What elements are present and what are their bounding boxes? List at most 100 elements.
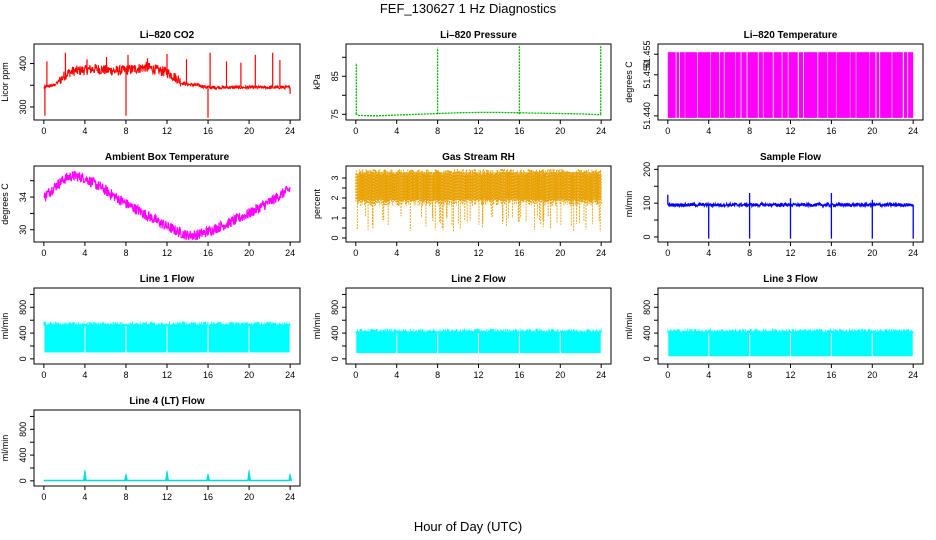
series-line3-band xyxy=(872,331,913,357)
y-tick-label: 51.455 xyxy=(642,41,652,69)
series-temperature-band xyxy=(880,52,892,118)
series-temperature-band xyxy=(876,52,880,118)
series-rh-line xyxy=(355,169,602,232)
panel-title: Sample Flow xyxy=(760,152,821,163)
x-tick-label: 4 xyxy=(394,126,399,136)
x-tick-label: 16 xyxy=(203,248,213,258)
series-line2-band xyxy=(438,331,478,354)
y-tick-label: 3 xyxy=(330,175,340,180)
series-line1-band xyxy=(85,324,126,353)
y-tick-label: 400 xyxy=(330,326,340,341)
series-temperature-band xyxy=(892,52,903,118)
x-tick-label: 8 xyxy=(123,126,128,136)
x-tick-label: 0 xyxy=(353,370,358,380)
series-temperature-band xyxy=(773,52,782,118)
series-line4-spike xyxy=(165,470,169,481)
y-tick-label: 30 xyxy=(18,225,28,235)
series-line2-band xyxy=(479,331,519,354)
series-temperature-band xyxy=(747,52,758,118)
y-axis-label: ml/min xyxy=(624,313,634,340)
series-line2-band xyxy=(560,331,601,354)
y-axis-label: ml/min xyxy=(0,435,10,462)
y-axis-label: degrees C xyxy=(0,183,10,225)
x-tick-label: 16 xyxy=(826,370,836,380)
series-line3-band xyxy=(791,331,831,357)
series-line3-edge xyxy=(667,328,914,334)
x-tick-label: 4 xyxy=(82,370,87,380)
x-tick-label: 0 xyxy=(41,492,46,502)
panel-title: Li–820 Temperature xyxy=(744,30,838,41)
plot-frame xyxy=(345,43,612,121)
x-tick-label: 8 xyxy=(747,370,752,380)
y-axis-label: degrees C xyxy=(624,61,634,103)
series-line4-spike xyxy=(288,473,293,481)
series-pressure-spikes xyxy=(355,45,602,115)
x-tick-label: 0 xyxy=(41,370,46,380)
y-tick-label: 51.450 xyxy=(642,61,652,89)
series-line1-band xyxy=(44,324,85,353)
series-temperature-band xyxy=(758,52,763,118)
series-temperature-band xyxy=(869,52,876,118)
series-line3-band xyxy=(750,331,790,357)
x-tick-label: 20 xyxy=(555,370,565,380)
x-tick-label: 20 xyxy=(555,126,565,136)
y-tick-label: 0 xyxy=(642,234,652,239)
series-temperature-band xyxy=(827,52,837,118)
x-tick-label: 4 xyxy=(82,248,87,258)
x-tick-label: 24 xyxy=(908,248,918,258)
panel-temperature: Li–820 Temperature degrees C 0 4 8 12 16 20 24 51… xyxy=(624,30,924,136)
series-line4-spike xyxy=(247,469,252,481)
series-line1-band xyxy=(249,324,290,353)
x-tick-label: 8 xyxy=(435,248,440,258)
x-tick-label: 0 xyxy=(41,126,46,136)
series-temperature-band xyxy=(735,52,741,118)
y-tick-label: 2 xyxy=(330,195,340,200)
x-tick-label: 20 xyxy=(244,248,254,258)
figure-x-label: Hour of Day (UTC) xyxy=(414,519,522,534)
x-tick-label: 12 xyxy=(162,248,172,258)
x-tick-label: 12 xyxy=(162,126,172,136)
x-tick-label: 4 xyxy=(706,126,711,136)
series-line1-edge xyxy=(43,321,291,326)
x-tick-label: 8 xyxy=(123,492,128,502)
x-tick-label: 12 xyxy=(473,126,483,136)
x-tick-label: 24 xyxy=(285,492,295,502)
series-temperature-band xyxy=(850,52,856,118)
y-axis-label: Licor ppm xyxy=(0,62,10,102)
x-tick-label: 20 xyxy=(244,492,254,502)
x-tick-label: 24 xyxy=(285,370,295,380)
series-temperature-band xyxy=(741,52,747,118)
series-boxtemp-line xyxy=(43,170,291,241)
series-pressure-line xyxy=(355,111,602,117)
x-tick-label: 24 xyxy=(908,126,918,136)
series-sampleflow-spikes xyxy=(667,193,914,239)
y-tick-label: 800 xyxy=(642,300,652,315)
series-temperature-band xyxy=(710,52,720,118)
x-tick-label: 4 xyxy=(394,248,399,258)
series-temperature-band xyxy=(788,52,798,118)
x-tick-label: 8 xyxy=(747,248,752,258)
series-line3-band xyxy=(668,331,709,357)
series-line2-edge xyxy=(355,328,602,334)
panel-title: Li–820 CO2 xyxy=(140,30,195,41)
series-temperature-band xyxy=(763,52,773,118)
x-tick-label: 20 xyxy=(244,370,254,380)
y-tick-label: 0 xyxy=(18,356,28,361)
y-tick-label: 85 xyxy=(330,71,340,81)
panel-pressure: Li–820 Pressure kPa 0 4 8 12 16 20 24 75 85 xyxy=(312,30,612,136)
y-tick-label: 34 xyxy=(18,192,28,202)
y-tick-label: 0 xyxy=(330,235,340,240)
y-axis-label: ml/min xyxy=(312,313,322,340)
series-temperature-band xyxy=(697,52,711,118)
series-temperature-band xyxy=(685,52,697,118)
y-axis-label: ml/min xyxy=(624,191,634,218)
series-temperature-band xyxy=(908,52,914,118)
x-tick-label: 8 xyxy=(123,370,128,380)
panel-title: Gas Stream RH xyxy=(442,152,515,163)
series-line1-band xyxy=(208,324,249,353)
x-tick-label: 20 xyxy=(867,126,877,136)
x-tick-label: 4 xyxy=(394,370,399,380)
x-tick-label: 12 xyxy=(473,248,483,258)
